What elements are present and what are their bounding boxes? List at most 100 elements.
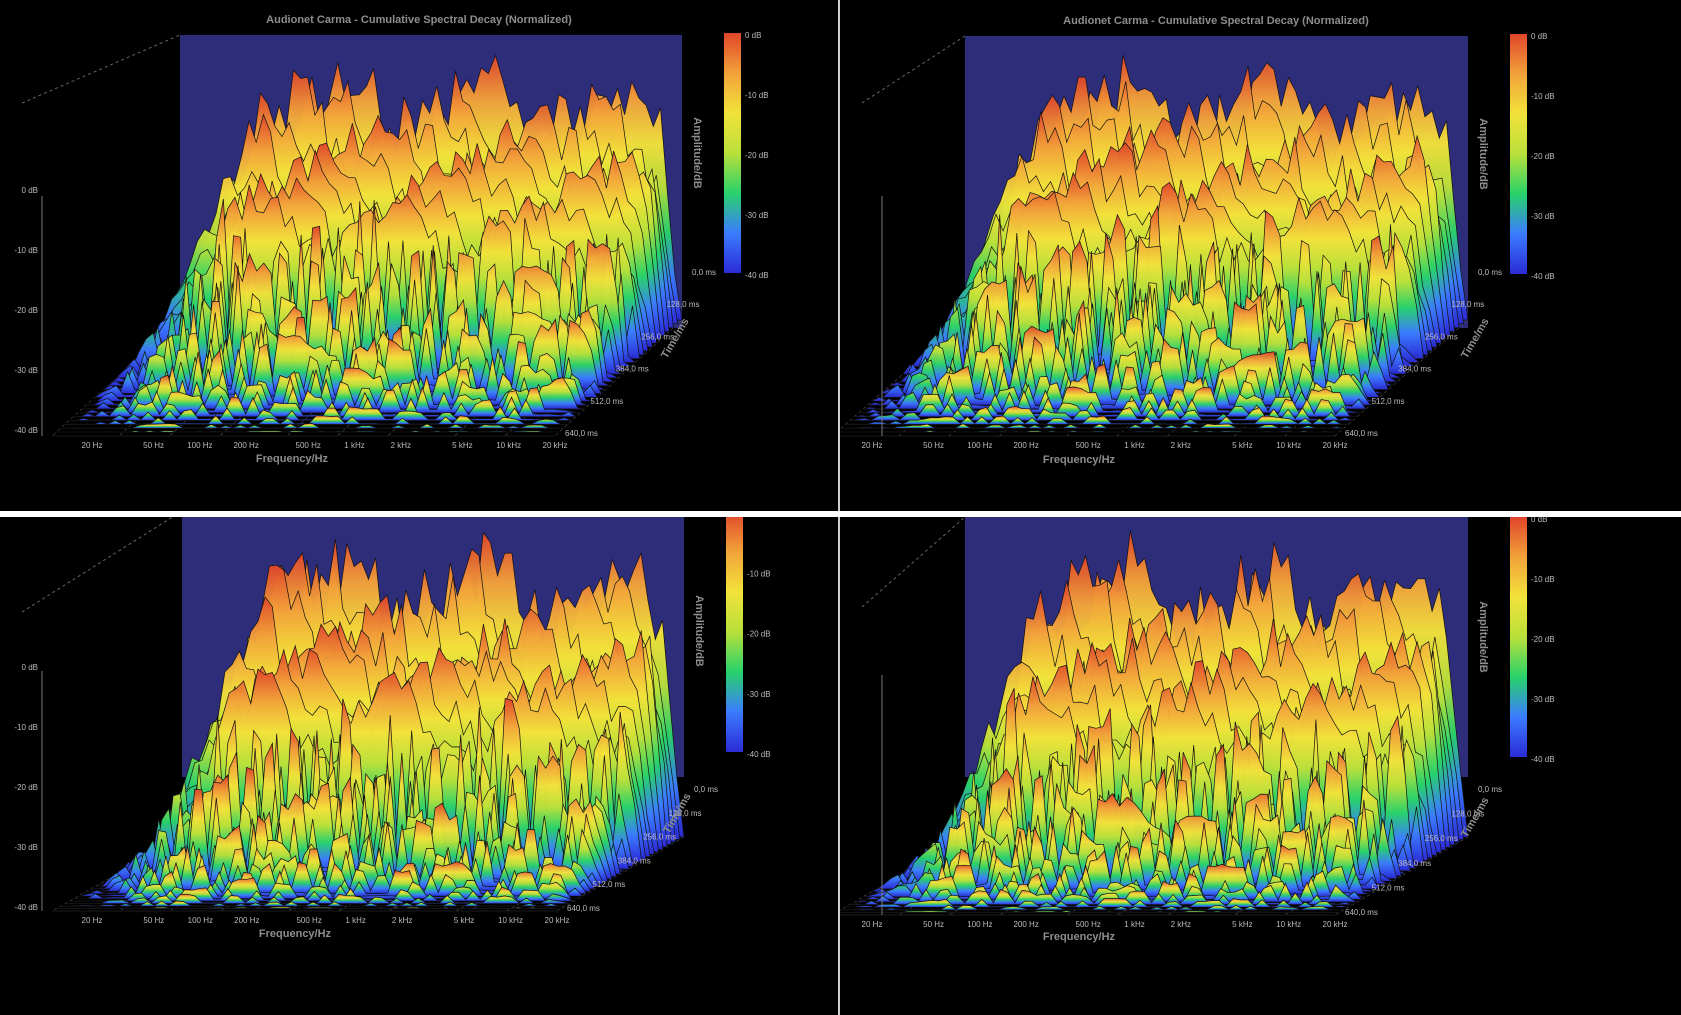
y-axis-label: Amplitude/dB <box>691 117 703 189</box>
x-tick-label: 500 Hz <box>1076 920 1101 929</box>
chart-svg: 0 dB -10 dB -20 dB -30 dB -40 dB 20 Hz 50 Hz 10… <box>840 517 1555 943</box>
z-tick-label: 128,0 ms <box>1451 810 1484 819</box>
z-tick-label: 0,0 ms <box>1478 785 1502 794</box>
x-tick-label: 20 Hz <box>862 441 883 450</box>
colorbar-tick-label: 0 dB <box>747 517 763 518</box>
y-axis-label: Amplitude/dB <box>1477 118 1489 190</box>
colorbar-tick-label: -30 dB <box>745 211 769 220</box>
y-tick-label: -20 dB <box>14 306 38 315</box>
x-tick-label: 20 kHz <box>545 916 570 925</box>
z-tick-label: 384,0 ms <box>618 856 651 865</box>
colorbar-tick-label: -40 dB <box>1531 755 1555 764</box>
x-tick-label: 50 Hz <box>143 441 164 450</box>
x-axis-label: Frequency/Hz <box>1043 931 1116 943</box>
x-tick-label: 5 kHz <box>452 441 472 450</box>
colorbar <box>724 33 741 273</box>
colorbar-tick-label: -10 dB <box>1531 92 1555 101</box>
colorbar-tick-label: -20 dB <box>747 630 771 639</box>
z-tick-label: 256,0 ms <box>1425 834 1458 843</box>
z-tick-label: 640,0 ms <box>565 429 598 438</box>
z-tick-label: 128,0 ms <box>669 809 702 818</box>
x-tick-label: 2 kHz <box>1171 441 1191 450</box>
decay-slice <box>55 430 561 433</box>
x-tick-label: 20 kHz <box>1323 441 1348 450</box>
colorbar-tick-label: 0 dB <box>745 31 761 40</box>
x-tick-label: 2 kHz <box>392 916 412 925</box>
x-tick-label: 1 kHz <box>1124 920 1144 929</box>
colorbar <box>1510 34 1527 274</box>
x-tick-label: 50 Hz <box>143 916 164 925</box>
x-tick-label: 5 kHz <box>1232 920 1252 929</box>
x-tick-label: 1 kHz <box>345 916 365 925</box>
x-tick-label: 20 Hz <box>82 441 103 450</box>
chart-svg: 0 dB -10 dB -20 dB -30 dB -40 dB 20 Hz 50 Hz 10… <box>14 14 769 465</box>
x-tick-label: 20 kHz <box>543 441 568 450</box>
chart-svg: 0 dB -10 dB -20 dB -30 dB -40 dB 20 Hz 50 Hz 10… <box>14 517 771 940</box>
chart-svg: 0 dB -10 dB -20 dB -30 dB -40 dB 20 Hz 50 Hz 10… <box>840 15 1555 466</box>
decay-slice <box>858 872 1363 900</box>
x-axis-label: Frequency/Hz <box>1043 454 1116 466</box>
y-tick-label: -40 dB <box>14 903 38 912</box>
z-tick-label: 128,0 ms <box>667 300 700 309</box>
decay-slice <box>55 906 563 909</box>
x-tick-label: 20 Hz <box>82 916 103 925</box>
decay-slice <box>59 423 565 429</box>
y-tick-label: -20 dB <box>14 783 38 792</box>
decay-slice <box>840 904 1344 911</box>
x-tick-label: 2 kHz <box>391 441 411 450</box>
colorbar-tick-label: -40 dB <box>745 271 769 280</box>
z-tick-label: 512,0 ms <box>1372 883 1405 892</box>
decay-slice <box>840 910 1340 913</box>
colorbar <box>726 517 743 752</box>
y-axis-label: Amplitude/dB <box>1477 601 1489 673</box>
decay-slice <box>845 415 1349 425</box>
decay-slice <box>840 423 1345 429</box>
decay-slice <box>853 396 1359 418</box>
decay-slice <box>64 414 568 425</box>
x-tick-label: 1 kHz <box>1124 441 1144 450</box>
x-tick-label: 500 Hz <box>1076 441 1101 450</box>
y-tick-label: 0 dB <box>22 663 38 672</box>
colorbar-tick-label: -20 dB <box>745 151 769 160</box>
z-tick-label: 256,0 ms <box>641 332 674 341</box>
x-tick-label: 5 kHz <box>454 916 474 925</box>
colorbar-tick-label: 0 dB <box>1531 32 1547 41</box>
chart-panel-top-left: 0 dB -10 dB -20 dB -30 dB -40 dB 20 Hz 50 Hz 10… <box>0 0 838 511</box>
z-tick-label: 384,0 ms <box>1398 859 1431 868</box>
waterfall-surface <box>840 530 1469 913</box>
waterfall-surface <box>55 54 683 433</box>
panel-divider-horizontal <box>0 511 1681 517</box>
z-tick-label: 256,0 ms <box>1425 332 1458 341</box>
chart-title: Audionet Carma - Cumulative Spectral Dec… <box>1063 15 1369 27</box>
waterfall-surface <box>840 54 1469 433</box>
colorbar <box>1510 517 1527 757</box>
y-tick-label: 0 dB <box>22 186 38 195</box>
colorbar-tick-label: -40 dB <box>1531 272 1555 281</box>
panel-divider-vertical <box>838 0 840 1015</box>
x-tick-label: 5 kHz <box>1232 441 1252 450</box>
z-tick-label: 512,0 ms <box>592 880 625 889</box>
decay-slice <box>59 900 567 907</box>
x-tick-label: 200 Hz <box>234 916 259 925</box>
x-tick-label: 100 Hz <box>967 441 992 450</box>
x-tick-label: 500 Hz <box>296 441 321 450</box>
colorbar-tick-label: -10 dB <box>745 91 769 100</box>
axis-edge-top <box>21 34 181 104</box>
z-tick-label: 512,0 ms <box>590 397 623 406</box>
x-tick-label: 50 Hz <box>923 441 944 450</box>
x-tick-label: 200 Hz <box>1013 920 1038 929</box>
colorbar-tick-label: -30 dB <box>1531 695 1555 704</box>
y-tick-label: -10 dB <box>14 246 38 255</box>
colorbar-tick-label: -30 dB <box>747 690 771 699</box>
chart-panel-bottom-left: 0 dB -10 dB -20 dB -30 dB -40 dB 20 Hz 50 Hz 10… <box>0 517 838 1015</box>
x-tick-label: 500 Hz <box>296 916 321 925</box>
z-tick-label: 512,0 ms <box>1372 397 1405 406</box>
axis-edge-top <box>861 517 966 608</box>
x-tick-label: 10 kHz <box>1276 441 1301 450</box>
x-tick-label: 200 Hz <box>233 441 258 450</box>
x-tick-label: 10 kHz <box>496 441 521 450</box>
colorbar-tick-label: -10 dB <box>747 569 771 578</box>
z-tick-label: 640,0 ms <box>567 904 600 913</box>
y-tick-label: -10 dB <box>14 723 38 732</box>
z-tick-label: 0,0 ms <box>1478 268 1502 277</box>
